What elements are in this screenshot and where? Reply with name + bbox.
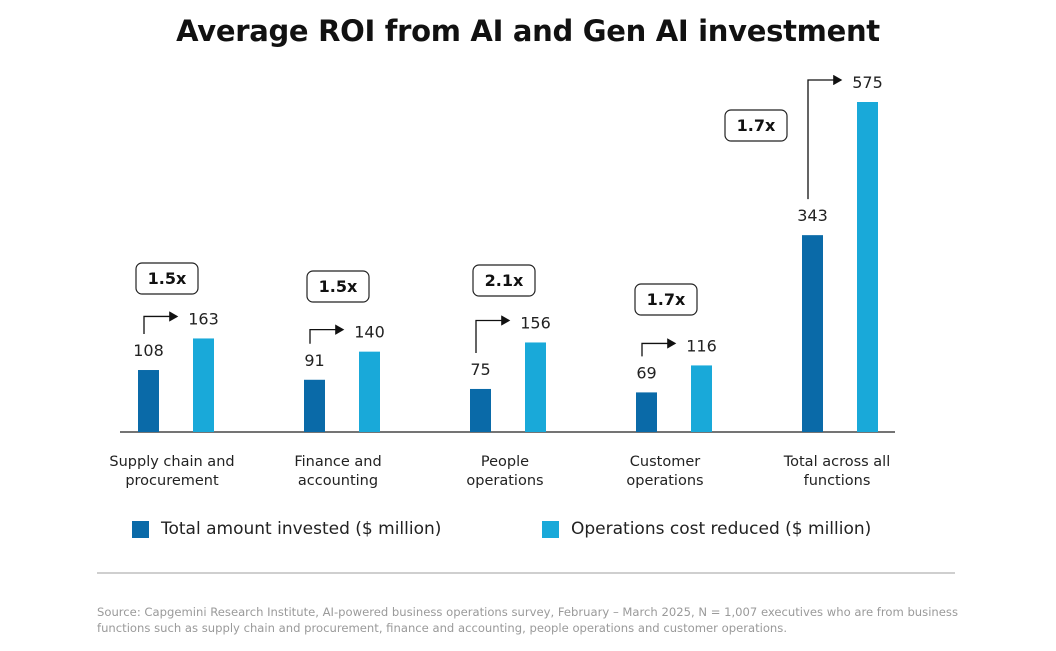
category-label: operations — [626, 473, 703, 489]
bar-reduced — [691, 365, 712, 432]
legend-swatch-invested — [132, 520, 149, 538]
multiplier-label: 1.5x — [319, 277, 358, 296]
divider — [97, 572, 955, 574]
value-label-reduced: 163 — [188, 309, 219, 328]
bar-invested — [138, 370, 159, 432]
category-label: functions — [804, 473, 871, 489]
multiplier-label: 2.1x — [485, 271, 524, 290]
growth-arrow — [309, 324, 345, 344]
bar-invested — [470, 388, 491, 432]
category-label: operations — [466, 473, 543, 489]
growth-arrow — [807, 74, 843, 200]
source-note: Source: Capgemini Research Institute, AI… — [97, 605, 958, 635]
legend-item-reduced: Operations cost reduced ($ million) — [542, 519, 871, 539]
value-label-reduced: 156 — [520, 313, 551, 332]
bar-invested — [802, 235, 823, 432]
category-label: Supply chain and — [109, 454, 234, 470]
category-label: Total across all — [783, 454, 891, 470]
bar-reduced — [359, 351, 380, 432]
value-label-reduced: 575 — [852, 73, 883, 92]
multiplier-box — [306, 270, 370, 303]
growth-arrow — [475, 315, 511, 353]
legend-label-invested: Total amount invested ($ million) — [161, 519, 442, 539]
legend-item-invested: Total amount invested ($ million) — [132, 519, 441, 539]
bar-invested — [636, 392, 657, 432]
value-label-reduced: 140 — [354, 323, 385, 342]
value-label-reduced: 116 — [686, 336, 717, 355]
multiplier-box — [724, 109, 788, 142]
value-label-invested: 69 — [636, 363, 656, 382]
bar-reduced — [525, 342, 546, 432]
value-label-invested: 75 — [470, 360, 490, 379]
value-label-invested: 91 — [304, 351, 324, 370]
bar-chart: 108 163 1.5x Supply chain and procurement 91 1… — [109, 73, 895, 489]
multiplier-label: 1.5x — [148, 269, 187, 288]
value-label-invested: 108 — [133, 341, 164, 360]
bar-invested — [304, 379, 325, 432]
multiplier-box — [472, 264, 536, 297]
bar-reduced — [193, 338, 214, 432]
legend-swatch-reduced — [542, 520, 559, 538]
legend: Total amount invested ($ million) Operat… — [0, 519, 1056, 549]
category-label: accounting — [298, 473, 378, 489]
category-label: People — [481, 454, 529, 470]
multiplier-label: 1.7x — [737, 116, 776, 135]
chart-title: Average ROI from AI and Gen AI investmen… — [176, 14, 880, 48]
category-label: Customer — [630, 454, 700, 470]
multiplier-box — [634, 283, 698, 316]
growth-arrow — [641, 338, 677, 357]
category-label: Finance and — [294, 454, 381, 470]
multiplier-box — [135, 262, 199, 295]
legend-label-reduced: Operations cost reduced ($ million) — [571, 519, 872, 539]
multiplier-label: 1.7x — [647, 290, 686, 309]
category-label: procurement — [125, 473, 219, 489]
bar-reduced — [857, 102, 878, 432]
growth-arrow — [143, 311, 179, 335]
value-label-invested: 343 — [797, 206, 828, 225]
